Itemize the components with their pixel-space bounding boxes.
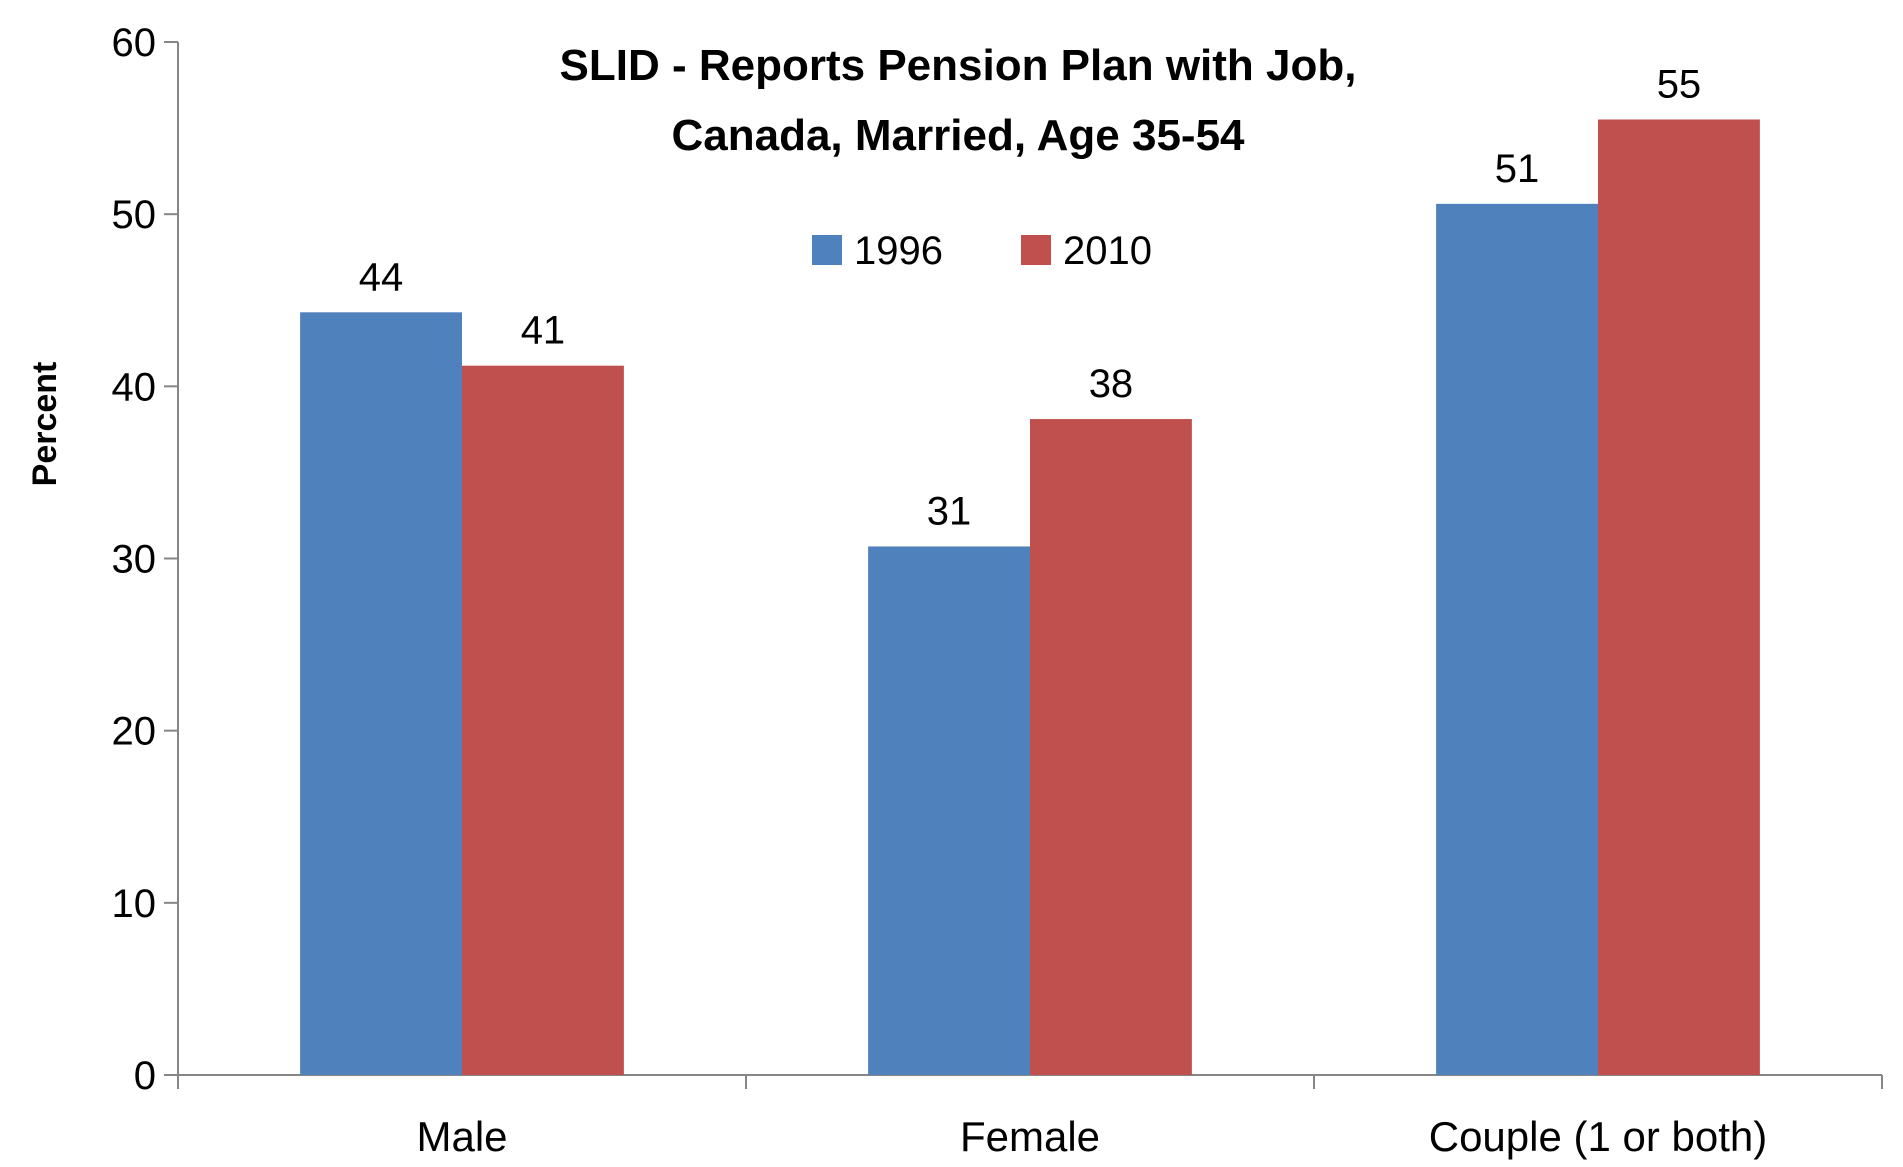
y-tick-label: 0 (134, 1054, 156, 1098)
x-category-label: Male (416, 1113, 507, 1160)
bar-2010-0 (462, 365, 624, 1075)
axes: 0 10 20 30 40 50 60 Male Female Couple (1 or both… (112, 21, 1883, 1160)
y-tick-label: 40 (112, 365, 157, 409)
data-label-2010-1: 38 (1089, 362, 1134, 406)
y-tick-label: 50 (112, 193, 157, 237)
x-category-label: Female (960, 1113, 1100, 1160)
y-tick-label: 10 (112, 882, 157, 926)
y-tick-label: 30 (112, 538, 157, 582)
bar-1996-1 (868, 546, 1030, 1075)
data-labels: 44 41 31 38 51 55 (359, 62, 1701, 533)
data-label-1996-1: 31 (927, 489, 972, 533)
data-label-2010-0: 41 (521, 309, 566, 353)
chart-title-line-2: Canada, Married, Age 35-54 (671, 111, 1245, 160)
chart-title-line-1: SLID - Reports Pension Plan with Job, (560, 41, 1357, 90)
legend-swatch-2010 (1021, 235, 1051, 265)
legend-label-2010: 2010 (1063, 229, 1152, 273)
bar-2010-1 (1030, 419, 1192, 1075)
legend-swatch-1996 (812, 235, 842, 265)
data-label-1996-0: 44 (359, 255, 404, 299)
data-label-2010-2: 55 (1657, 62, 1702, 106)
data-label-1996-2: 51 (1495, 147, 1540, 191)
bar-2010-2 (1598, 119, 1760, 1076)
y-tick-label: 60 (112, 21, 157, 65)
x-category-label: Couple (1 or both) (1429, 1113, 1768, 1160)
y-axis-title: Percent (26, 362, 64, 487)
bar-1996-2 (1436, 203, 1598, 1075)
y-tick-label: 20 (112, 710, 157, 754)
legend-label-1996: 1996 (854, 229, 943, 273)
bar-1996-0 (300, 312, 462, 1076)
bars (300, 119, 1760, 1076)
legend: 1996 2010 (812, 229, 1152, 273)
